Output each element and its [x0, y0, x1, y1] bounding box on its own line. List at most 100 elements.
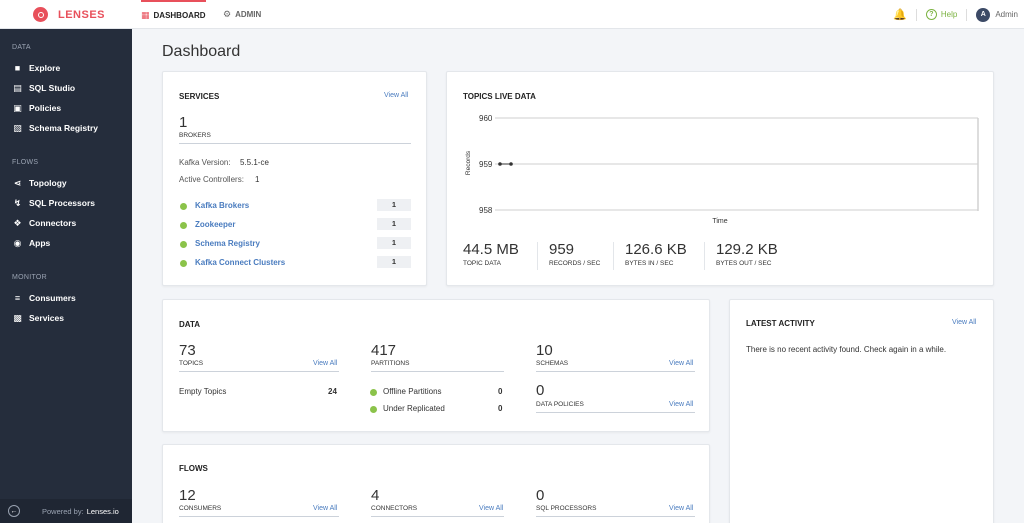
- data-point[interactable]: [498, 162, 502, 166]
- chart-icon: ▦: [141, 10, 150, 20]
- status-dot: [180, 241, 187, 248]
- puzzle-icon: ❖: [13, 217, 22, 228]
- bell-icon[interactable]: 🔔: [893, 9, 907, 21]
- brokers-label: BROKERS: [179, 132, 211, 139]
- brand[interactable]: LENSES: [0, 0, 132, 29]
- sidebar-item-explore[interactable]: ■ Explore: [12, 61, 60, 75]
- powered-by-brand[interactable]: Lenses.io: [86, 506, 119, 516]
- services-card: SERVICES View All 1 BROKERS Kafka Versio…: [162, 71, 427, 286]
- sidebar-item-apps[interactable]: ◉ Apps: [12, 236, 51, 250]
- connectors-label: CONNECTORS: [371, 505, 418, 512]
- divider: [966, 8, 968, 21]
- connectors-count: 4: [371, 487, 380, 504]
- sidebar-item-policies[interactable]: ▣ Policies: [12, 101, 61, 115]
- tab-admin[interactable]: ⚙ ADMIN: [223, 0, 261, 29]
- services-title: SERVICES: [179, 92, 220, 101]
- service-link-schema-registry[interactable]: Schema Registry: [195, 239, 260, 248]
- sidebar-item-sql-studio[interactable]: ▤ SQL Studio: [12, 81, 75, 95]
- status-dot: [180, 222, 187, 229]
- status-dot: [180, 203, 187, 210]
- document-icon: ▧: [13, 122, 22, 133]
- user-name: Admin: [995, 10, 1018, 19]
- consumers-view-all-link[interactable]: View All: [313, 505, 338, 512]
- divider: [537, 242, 538, 270]
- sql-processors-label: SQL PROCESSORS: [536, 505, 597, 512]
- collapse-icon[interactable]: ←: [8, 505, 20, 517]
- divider: [704, 242, 705, 270]
- under-replicated-label: Under Replicated: [383, 404, 445, 413]
- empty-topics-value: 24: [328, 387, 337, 396]
- status-dot: [370, 406, 377, 413]
- stat-bytes-out-label: BYTES OUT / SEC: [716, 260, 772, 267]
- sidebar: DATA ■ Explore ▤ SQL Studio ▣ Policies ▧…: [0, 29, 132, 523]
- sidebar-item-services[interactable]: ▩ Services: [12, 311, 64, 325]
- service-count-schema-registry: 1: [377, 237, 411, 249]
- data-policies-view-all-link[interactable]: View All: [669, 401, 694, 408]
- topics-view-all-link[interactable]: View All: [313, 360, 338, 367]
- y-tick-label: 959: [479, 160, 493, 169]
- stat-bytes-in-value: 126.6 KB: [625, 241, 687, 258]
- live-data-chart: Records Time 960 959 958: [465, 114, 979, 225]
- partitions-count: 417: [371, 342, 397, 359]
- sidebar-item-label: Schema Registry: [29, 123, 98, 133]
- tab-dashboard-label: DASHBOARD: [153, 11, 206, 20]
- schemas-view-all-link[interactable]: View All: [669, 360, 694, 367]
- divider: [536, 516, 695, 517]
- divider: [536, 371, 695, 372]
- sidebar-item-label: Explore: [29, 63, 61, 73]
- help-icon: ?: [925, 9, 937, 20]
- status-dot: [370, 389, 377, 396]
- sidebar-item-label: Topology: [29, 178, 67, 188]
- service-link-zookeeper[interactable]: Zookeeper: [195, 220, 236, 229]
- tab-dashboard[interactable]: ▦ DASHBOARD: [141, 0, 206, 29]
- sidebar-item-label: Services: [29, 313, 64, 323]
- folder-icon: ■: [14, 63, 21, 73]
- service-count-zookeeper: 1: [377, 218, 411, 230]
- divider: [915, 8, 917, 21]
- empty-topics-label: Empty Topics: [179, 387, 227, 396]
- user-menu[interactable]: A Admin: [976, 7, 1018, 22]
- data-policies-count: 0: [536, 382, 545, 399]
- brand-name: LENSES: [58, 8, 106, 21]
- sidebar-item-connectors[interactable]: ❖ Connectors: [12, 216, 76, 230]
- bolt-icon: ↯: [13, 197, 22, 208]
- sliders-icon: ≡: [14, 293, 21, 303]
- topics-count: 73: [179, 342, 196, 359]
- sidebar-item-label: Apps: [29, 238, 51, 248]
- sidebar-item-sql-processors[interactable]: ↯ SQL Processors: [12, 196, 95, 210]
- service-link-kafka-connect-clusters[interactable]: Kafka Connect Clusters: [195, 258, 286, 267]
- active-controllers-label: Active Controllers:: [179, 175, 244, 184]
- y-axis-label: Records: [465, 150, 472, 175]
- powered-by-label: Powered by:: [42, 506, 84, 516]
- lenses-logo-icon: [33, 7, 48, 22]
- services-view-all-link[interactable]: View All: [384, 92, 409, 99]
- stat-topic-data-value: 44.5 MB: [463, 241, 519, 258]
- data-card: DATA 73 TOPICS View All 417 PARTITIONS 1…: [162, 299, 710, 432]
- active-controllers-value: 1: [255, 175, 260, 184]
- service-count-kafka-brokers: 1: [377, 199, 411, 211]
- activity-view-all-link[interactable]: View All: [952, 319, 977, 326]
- data-point[interactable]: [509, 162, 513, 166]
- database-icon: ▤: [13, 82, 22, 93]
- sidebar-item-topology[interactable]: ⋖ Topology: [12, 176, 67, 190]
- avatar: A: [976, 7, 991, 22]
- top-bar: LENSES ▦ DASHBOARD ⚙ ADMIN 🔔 ? Help A Ad…: [0, 0, 1024, 29]
- bar-chart-icon: ▩: [13, 312, 22, 323]
- policy-icon: ▣: [13, 102, 22, 113]
- sql-processors-view-all-link[interactable]: View All: [669, 505, 694, 512]
- connectors-view-all-link[interactable]: View All: [479, 505, 504, 512]
- live-data-title: TOPICS LIVE DATA: [463, 92, 536, 101]
- activity-empty-message: There is no recent activity found. Check…: [746, 345, 947, 354]
- sidebar-item-consumers[interactable]: ≡ Consumers: [12, 291, 76, 305]
- divider: [613, 242, 614, 270]
- divider: [371, 371, 504, 372]
- sidebar-item-label: Connectors: [29, 218, 77, 228]
- sidebar-item-schema-registry[interactable]: ▧ Schema Registry: [12, 121, 98, 135]
- service-link-kafka-brokers[interactable]: Kafka Brokers: [195, 201, 250, 210]
- help-link[interactable]: ? Help: [925, 9, 957, 20]
- stat-records-value: 959: [549, 241, 575, 258]
- schemas-count: 10: [536, 342, 553, 359]
- sidebar-section-monitor: MONITOR: [12, 274, 48, 281]
- topics-live-data-card: TOPICS LIVE DATA Records Time 960 959 958 …: [446, 71, 994, 286]
- divider: [536, 412, 695, 413]
